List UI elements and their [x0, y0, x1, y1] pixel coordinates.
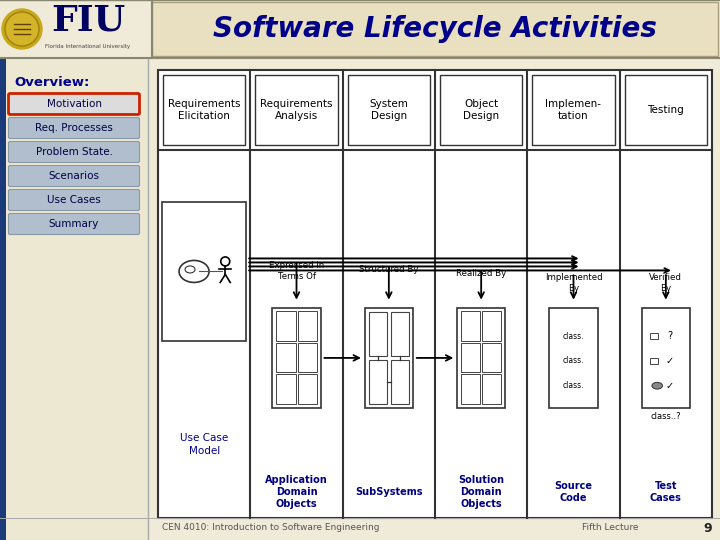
FancyBboxPatch shape — [9, 93, 140, 114]
Bar — [369, 360, 387, 403]
Text: Requirements
Analysis: Requirements Analysis — [260, 99, 333, 121]
FancyBboxPatch shape — [9, 165, 140, 186]
Bar — [625, 75, 707, 145]
Bar — [0, 58, 6, 540]
Text: FIU: FIU — [51, 3, 125, 37]
Bar — [162, 201, 246, 341]
Bar — [152, 2, 718, 56]
Text: Software Lifecycle Activities: Software Lifecycle Activities — [213, 15, 657, 43]
Bar — [461, 342, 480, 372]
Text: class..?: class..? — [651, 411, 681, 421]
Ellipse shape — [179, 260, 209, 282]
Bar — [440, 75, 522, 145]
Ellipse shape — [185, 266, 195, 273]
Text: Solution
Domain
Objects: Solution Domain Objects — [458, 475, 504, 509]
Text: Structured By: Structured By — [359, 266, 418, 274]
Bar — [532, 75, 615, 145]
Bar — [369, 312, 387, 356]
Text: Implemented
By: Implemented By — [545, 273, 603, 293]
Text: Problem State.: Problem State. — [35, 147, 112, 157]
Bar — [461, 374, 480, 403]
Bar — [482, 374, 501, 403]
Bar — [650, 333, 658, 340]
Bar — [348, 75, 430, 145]
Bar — [391, 312, 409, 356]
Text: Fifth Lecture: Fifth Lecture — [582, 523, 638, 532]
FancyBboxPatch shape — [9, 190, 140, 211]
Bar — [482, 342, 501, 372]
Text: Expressed in
Terms Of: Expressed in Terms Of — [269, 261, 324, 281]
Text: Florida International University: Florida International University — [45, 44, 130, 49]
Text: class.: class. — [563, 356, 584, 366]
Ellipse shape — [652, 382, 662, 389]
Bar — [276, 374, 295, 403]
Text: Realized By: Realized By — [456, 269, 506, 279]
Text: Use Case
Model: Use Case Model — [180, 433, 228, 456]
Text: Summary: Summary — [49, 219, 99, 229]
Text: Req. Processes: Req. Processes — [35, 123, 113, 133]
Bar — [297, 374, 317, 403]
Bar — [272, 308, 320, 408]
Text: 9: 9 — [703, 522, 712, 535]
Text: class.: class. — [563, 381, 584, 390]
Bar — [0, 0, 720, 58]
Bar — [297, 311, 317, 341]
Text: Object
Design: Object Design — [463, 99, 499, 121]
Bar — [276, 311, 295, 341]
Text: CEN 4010: Introduction to Software Engineering: CEN 4010: Introduction to Software Engin… — [162, 523, 379, 532]
Bar — [297, 342, 317, 372]
FancyBboxPatch shape — [9, 213, 140, 234]
Bar — [461, 311, 480, 341]
Bar — [391, 360, 409, 403]
Text: Overview:: Overview: — [14, 76, 89, 89]
Bar — [0, 58, 148, 540]
Text: Verified
By: Verified By — [649, 273, 683, 293]
Text: Motivation: Motivation — [47, 99, 102, 109]
Circle shape — [2, 9, 42, 49]
Bar — [650, 357, 658, 364]
FancyBboxPatch shape — [9, 141, 140, 163]
Text: class.: class. — [563, 332, 584, 341]
Circle shape — [5, 12, 39, 46]
Bar — [482, 311, 501, 341]
Text: SubSystems: SubSystems — [355, 487, 423, 497]
Bar — [549, 308, 598, 408]
Bar — [163, 75, 246, 145]
Text: Source
Code: Source Code — [554, 481, 593, 503]
Text: Requirements
Elicitation: Requirements Elicitation — [168, 99, 240, 121]
Text: Implemen-
tation: Implemen- tation — [546, 99, 601, 121]
Text: Application
Domain
Objects: Application Domain Objects — [265, 475, 328, 509]
Text: Testing: Testing — [647, 105, 684, 115]
Text: ?: ? — [667, 331, 672, 341]
Text: ✓: ✓ — [665, 356, 674, 366]
FancyBboxPatch shape — [9, 118, 140, 138]
Text: System
Design: System Design — [369, 99, 408, 121]
Bar — [0, 0, 152, 58]
Bar — [158, 70, 712, 518]
Text: Scenarios: Scenarios — [48, 171, 99, 181]
Bar — [457, 308, 505, 408]
Text: ✓: ✓ — [665, 381, 674, 391]
Bar — [256, 75, 338, 145]
Bar — [642, 308, 690, 408]
Bar — [276, 342, 295, 372]
Bar — [365, 308, 413, 408]
Text: Test
Cases: Test Cases — [650, 481, 682, 503]
Text: Use Cases: Use Cases — [47, 195, 101, 205]
